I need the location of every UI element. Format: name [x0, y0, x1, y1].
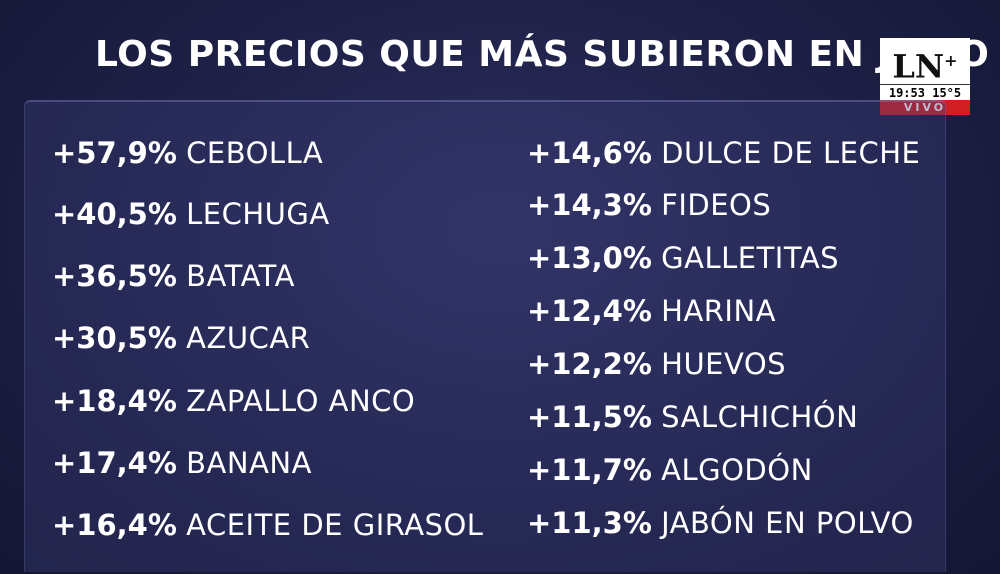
clock-time: 19:53	[888, 86, 925, 100]
list-item: +18,4% ZAPALLO ANCO	[52, 384, 415, 418]
item-name: HARINA	[661, 294, 777, 328]
list-item: +14,6% DULCE DE LECHE	[527, 136, 920, 170]
item-percent: +12,2%	[527, 347, 652, 381]
list-item: +13,0% GALLETITAS	[527, 241, 839, 275]
logo-plus: +	[944, 51, 958, 70]
list-item: +16,4% ACEITE DE GIRASOL	[52, 508, 483, 542]
item-name: ZAPALLO ANCO	[186, 384, 416, 418]
item-percent: +57,9%	[52, 136, 177, 170]
item-name: CEBOLLA	[186, 136, 324, 170]
item-name: SALCHICHÓN	[661, 400, 859, 434]
ln-logo: LN+	[880, 38, 970, 86]
clock-bar: 19:53 15°5	[880, 84, 970, 101]
list-item: +11,7% ALGODÓN	[527, 453, 813, 487]
item-percent: +40,5%	[52, 197, 177, 231]
item-name: DULCE DE LECHE	[661, 136, 921, 170]
list-item: +36,5% BATATA	[52, 259, 295, 293]
item-name: FIDEOS	[661, 188, 772, 222]
list-item: +57,9% CEBOLLA	[52, 136, 323, 170]
channel-logo: LN+ 19:53 15°5 VIVO	[880, 38, 970, 116]
logo-text: LN	[892, 47, 945, 86]
item-percent: +14,3%	[527, 188, 652, 222]
item-percent: +14,6%	[527, 136, 652, 170]
page-title: LOS PRECIOS QUE MÁS SUBIERON EN JULIO	[95, 34, 990, 75]
item-name: LECHUGA	[186, 197, 330, 231]
list-item: +11,3% JABÓN EN POLVO	[527, 506, 914, 540]
item-name: JABÓN EN POLVO	[661, 506, 914, 540]
item-percent: +16,4%	[52, 508, 177, 542]
list-item: +17,4% BANANA	[52, 446, 312, 480]
list-item: +40,5% LECHUGA	[52, 197, 330, 231]
item-percent: +11,5%	[527, 400, 652, 434]
live-badge: VIVO	[880, 100, 970, 115]
item-percent: +13,0%	[527, 241, 652, 275]
item-name: HUEVOS	[661, 347, 787, 381]
item-name: AZUCAR	[186, 321, 311, 355]
list-item: +11,5% SALCHICHÓN	[527, 400, 858, 434]
item-percent: +11,7%	[527, 453, 652, 487]
item-percent: +36,5%	[52, 259, 177, 293]
item-percent: +12,4%	[527, 294, 652, 328]
item-percent: +18,4%	[52, 384, 177, 418]
item-percent: +11,3%	[527, 506, 652, 540]
item-name: GALLETITAS	[661, 241, 840, 275]
item-name: ACEITE DE GIRASOL	[186, 508, 484, 542]
list-item: +30,5% AZUCAR	[52, 321, 310, 355]
list-item: +12,4% HARINA	[527, 294, 776, 328]
item-percent: +17,4%	[52, 446, 177, 480]
item-name: BANANA	[186, 446, 312, 480]
list-item: +14,3% FIDEOS	[527, 188, 771, 222]
item-name: ALGODÓN	[661, 453, 813, 487]
item-name: BATATA	[186, 259, 295, 293]
temperature: 15°5	[932, 86, 962, 100]
price-panel	[24, 100, 946, 572]
item-percent: +30,5%	[52, 321, 177, 355]
list-item: +12,2% HUEVOS	[527, 347, 786, 381]
